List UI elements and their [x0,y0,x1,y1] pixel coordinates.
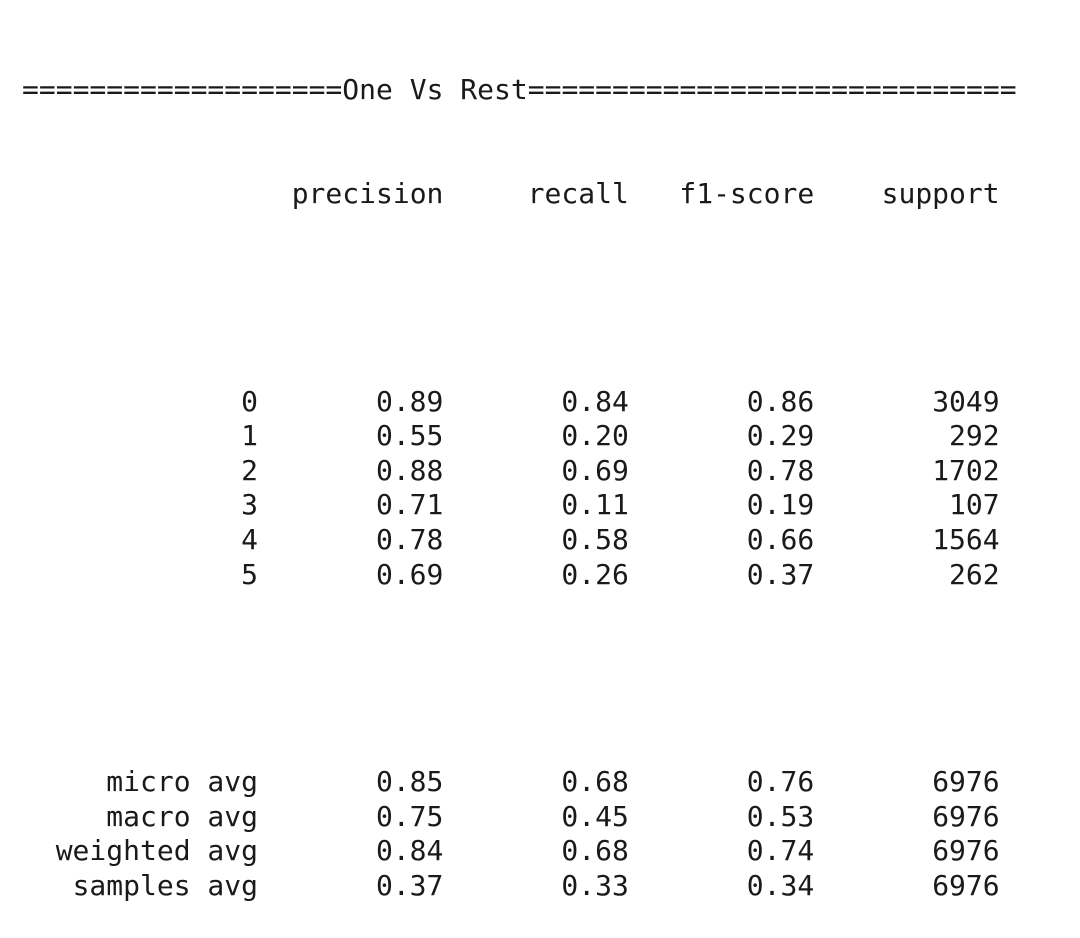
table-row: samples avg 0.37 0.33 0.34 6976 [22,869,1017,904]
table-row: 2 0.88 0.69 0.78 1702 [22,454,1017,489]
title-rule-right: ============================= [527,73,1017,107]
table-row: 1 0.55 0.20 0.29 292 [22,419,1017,454]
cell-precision: 0.84 [375,834,444,868]
cell-recall: 0.26 [561,557,629,591]
class-rows: 0 0.89 0.84 0.86 3049 1 0.55 0.20 0.29 292 2 0.88 0.… [22,385,1017,593]
cell-precision: 0.75 [375,799,444,833]
cell-support: 6976 [932,765,1000,799]
cell-support: 6976 [932,799,1000,833]
cell-support: 262 [949,557,1000,591]
row-label: 1 [241,419,258,453]
header-row: precision recall f1-score support [22,177,1017,212]
report-title-line: ===================One Vs Rest==========… [22,73,1017,108]
average-rows: micro avg 0.85 0.68 0.76 6976 macro avg 0.75 0.… [22,765,1017,903]
cell-precision: 0.71 [375,488,444,522]
row-label: 3 [241,488,258,522]
cell-f1-score: 0.37 [746,557,815,591]
cell-support: 3049 [932,384,1000,418]
cell-support: 6976 [932,834,1000,868]
blank-line [22,661,1017,696]
cell-support: 292 [949,419,1000,453]
cell-support: 107 [949,488,1000,522]
table-row: 0 0.89 0.84 0.86 3049 [22,385,1017,420]
column-header-support: support [881,176,1000,210]
cell-f1-score: 0.86 [746,384,815,418]
row-label: 5 [241,557,258,591]
cell-recall: 0.84 [561,384,629,418]
cell-f1-score: 0.53 [746,799,815,833]
cell-precision: 0.88 [375,453,444,487]
cell-precision: 0.69 [375,557,444,591]
column-header-recall: recall [527,176,629,210]
row-label: weighted avg [55,834,258,868]
title-rule-left: =================== [22,73,343,107]
cell-support: 6976 [932,868,1000,902]
row-label: 4 [241,522,258,556]
cell-recall: 0.68 [561,834,629,868]
cell-f1-score: 0.78 [746,453,815,487]
row-label: micro avg [106,765,258,799]
cell-recall: 0.45 [561,799,629,833]
cell-recall: 0.33 [561,868,629,902]
cell-f1-score: 0.74 [746,834,815,868]
cell-recall: 0.69 [561,453,629,487]
table-row: micro avg 0.85 0.68 0.76 6976 [22,765,1017,800]
cell-recall: 0.11 [561,488,629,522]
classification-report: ===================One Vs Rest==========… [22,4,1017,938]
cell-recall: 0.68 [561,765,629,799]
table-row: macro avg 0.75 0.45 0.53 6976 [22,800,1017,835]
cell-f1-score: 0.29 [746,419,815,453]
cell-f1-score: 0.34 [746,868,815,902]
cell-recall: 0.58 [561,522,629,556]
cell-precision: 0.55 [375,419,444,453]
report-title: One Vs Rest [342,73,528,107]
table-row: weighted avg 0.84 0.68 0.74 6976 [22,834,1017,869]
table-row: 3 0.71 0.11 0.19 107 [22,488,1017,523]
table-row: 5 0.69 0.26 0.37 262 [22,558,1017,593]
cell-support: 1702 [932,453,1000,487]
cell-f1-score: 0.19 [746,488,815,522]
cell-f1-score: 0.76 [746,765,815,799]
table-row: 4 0.78 0.58 0.66 1564 [22,523,1017,558]
cell-precision: 0.85 [375,765,444,799]
column-header-precision: precision [291,176,444,210]
cell-support: 1564 [932,522,1000,556]
row-label: 0 [241,384,258,418]
cell-precision: 0.78 [375,522,444,556]
cell-precision: 0.89 [375,384,444,418]
cell-f1-score: 0.66 [746,522,815,556]
row-label: 2 [241,453,258,487]
row-label: macro avg [106,799,258,833]
cell-recall: 0.20 [561,419,629,453]
cell-precision: 0.37 [375,868,444,902]
row-label: samples avg [72,868,258,902]
blank-line [22,281,1017,316]
column-header-f1-score: f1-score [679,176,815,210]
